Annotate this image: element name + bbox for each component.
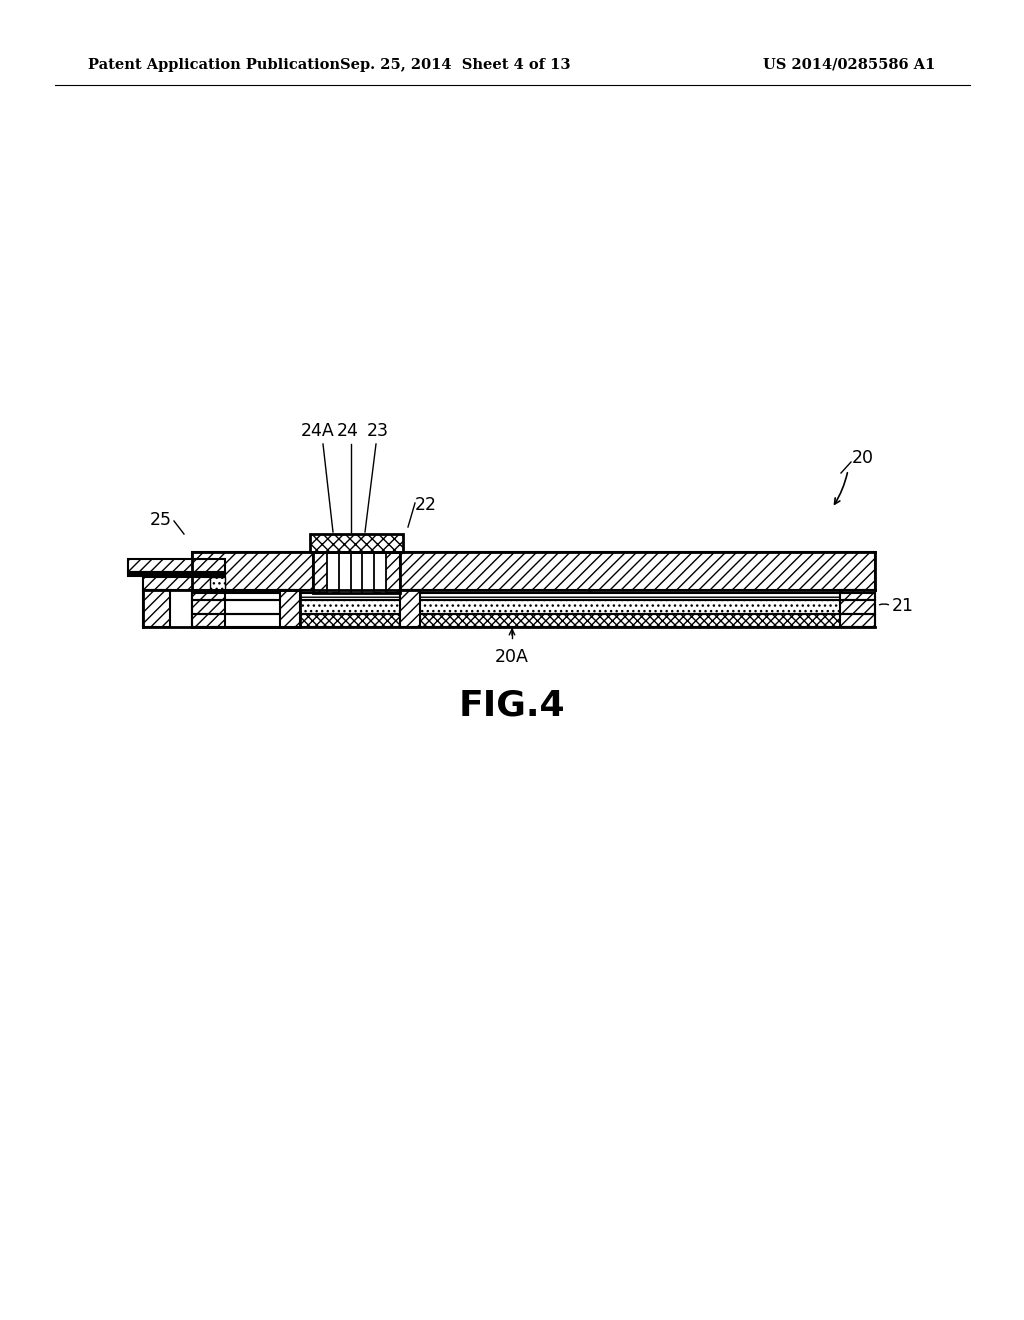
Bar — [128, 572, 225, 576]
Bar — [193, 590, 225, 627]
Text: I: I — [588, 565, 593, 583]
Bar — [143, 590, 170, 627]
Bar — [840, 590, 874, 627]
Bar — [280, 590, 300, 627]
Text: US 2014/0285586 A1: US 2014/0285586 A1 — [763, 58, 935, 73]
Bar — [327, 552, 386, 593]
Bar — [193, 614, 874, 627]
Bar — [225, 590, 840, 593]
Bar — [193, 552, 874, 590]
Bar — [210, 577, 225, 590]
Bar — [128, 558, 225, 572]
Bar — [143, 577, 225, 590]
Bar — [170, 590, 280, 627]
Text: Patent Application Publication: Patent Application Publication — [88, 58, 340, 73]
Bar — [400, 590, 420, 627]
Bar — [193, 593, 874, 601]
Text: 22: 22 — [415, 496, 437, 513]
Text: 20A: 20A — [495, 648, 529, 667]
Bar — [193, 552, 874, 590]
Text: 24A: 24A — [301, 422, 335, 440]
Bar — [310, 535, 403, 552]
Text: 25: 25 — [150, 511, 172, 529]
Text: 23: 23 — [367, 422, 389, 440]
Bar — [143, 577, 225, 590]
Bar — [128, 558, 225, 572]
Bar — [840, 590, 874, 627]
Bar — [280, 590, 300, 627]
Bar — [313, 552, 400, 593]
Bar — [193, 590, 225, 627]
Text: FIG.4: FIG.4 — [459, 688, 565, 722]
Text: 24: 24 — [337, 422, 359, 440]
Text: Sep. 25, 2014  Sheet 4 of 13: Sep. 25, 2014 Sheet 4 of 13 — [340, 58, 570, 73]
Text: 21: 21 — [892, 597, 914, 615]
Bar — [193, 601, 874, 614]
Bar — [310, 535, 403, 552]
Bar — [143, 590, 170, 627]
Text: 26: 26 — [224, 572, 246, 589]
Bar — [313, 552, 400, 593]
Bar — [313, 552, 400, 593]
Bar — [193, 601, 874, 614]
Bar — [193, 593, 874, 601]
Text: 20: 20 — [852, 449, 874, 467]
Bar — [210, 577, 225, 590]
Bar — [400, 590, 420, 627]
Bar — [193, 614, 874, 627]
